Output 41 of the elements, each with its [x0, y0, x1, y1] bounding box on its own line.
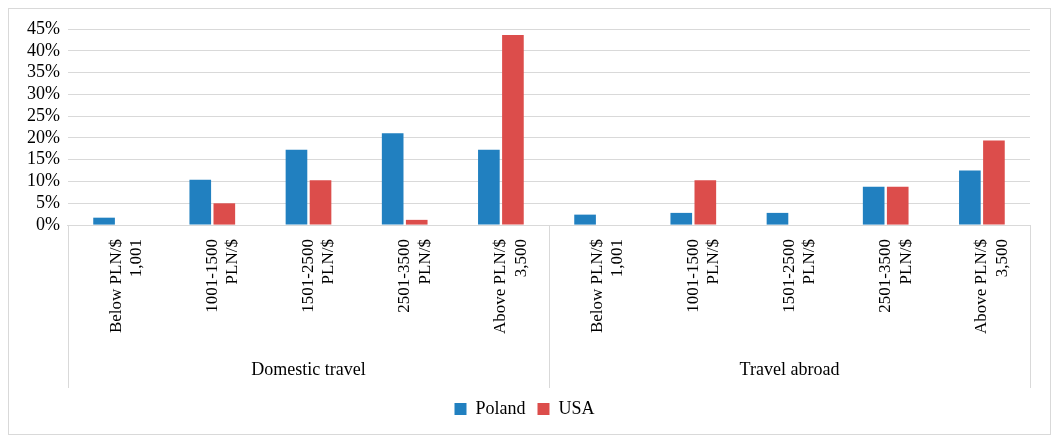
bar [694, 180, 717, 225]
y-tick-label: 15% [26, 148, 60, 169]
bar [862, 186, 885, 225]
y-tick-label: 30% [26, 83, 60, 104]
bar [478, 149, 500, 225]
bar [574, 214, 596, 225]
x-tick-label: 2501-3500 PLN/$ [875, 239, 915, 313]
x-tick-label: Above PLN/$ 3,500 [490, 239, 530, 335]
y-tick-label: 40% [26, 39, 60, 60]
y-tick-label: 10% [26, 170, 60, 191]
bar [381, 133, 404, 225]
y-tick-label: 45% [26, 17, 60, 38]
x-tick-label: Below PLN/$ 1,001 [586, 239, 626, 334]
bar [959, 170, 981, 225]
legend-label: USA [558, 397, 595, 418]
bar [405, 219, 428, 225]
bar [189, 179, 212, 225]
x-tick-label: 1001-1500 PLN/$ [682, 239, 723, 313]
bar [983, 140, 1005, 225]
x-tick-label: 1001-1500 PLN/$ [201, 239, 242, 313]
bar [502, 35, 524, 225]
x-tick-label: Below PLN/$ 1,001 [105, 239, 145, 334]
bar [886, 186, 909, 225]
y-tick-label: 5% [35, 192, 60, 213]
bar [93, 217, 115, 225]
x-tick-label: 1501-2500 PLN/$ [297, 239, 338, 313]
bar [766, 212, 789, 225]
y-tick-label: 35% [26, 61, 60, 82]
x-tick-label: Above PLN/$ 3,500 [971, 239, 1011, 335]
x-tick-label: 2501-3500 PLN/$ [394, 239, 434, 313]
bar [309, 180, 332, 225]
text: Travel abroad [739, 358, 840, 379]
text: Domestic travel [251, 358, 366, 379]
y-tick-label: 25% [26, 104, 60, 125]
bar [670, 212, 693, 225]
x-tick-label: 1501-2500 PLN/$ [778, 239, 819, 313]
bar [285, 149, 308, 225]
y-tick-label: 20% [26, 126, 60, 147]
legend-label: Poland [475, 397, 526, 418]
bar [213, 203, 236, 225]
y-tick-label: 0% [35, 213, 60, 234]
